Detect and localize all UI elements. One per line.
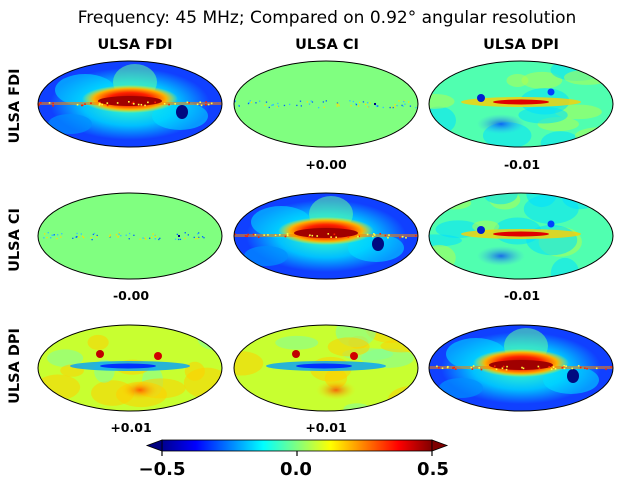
map-cell-r1c0 [37,192,223,280]
map-outline [428,324,614,412]
map-cell-r0c1 [233,60,419,148]
column-title-ci: ULSA CI [295,37,359,53]
map-outline [37,192,223,280]
colorbar-extend-high [431,439,449,452]
map-outline [233,192,419,280]
map-cell-r2c0 [37,324,223,412]
diff-label-r2c0: +0.01 [110,420,152,435]
colorbar [145,439,449,456]
map-cell-r0c0 [37,60,223,148]
colorbar-gradient [161,439,433,452]
map-cell-r1c1 [233,192,419,280]
map-cell-r2c1 [233,324,419,412]
map-outline [428,60,614,148]
colorbar-tick-low: −0.5 [138,459,186,480]
diff-label-r0c1: +0.00 [305,157,347,172]
map-cell-r2c2 [428,324,614,412]
diff-label-r1c2: -0.01 [503,288,541,303]
diff-label-r1c0: -0.00 [112,288,150,303]
colorbar-extend-low [145,439,163,452]
colorbar-tick-mid: 0.0 [280,459,312,480]
map-outline [37,324,223,412]
map-outline [233,324,419,412]
colorbar-tick-high: 0.5 [417,459,449,480]
diff-label-r0c2: -0.01 [503,157,541,172]
map-outline [233,60,419,148]
map-outline [37,60,223,148]
map-outline [428,192,614,280]
map-cell-r0c2 [428,60,614,148]
figure-title: Frequency: 45 MHz; Compared on 0.92° ang… [77,8,577,28]
column-title-dpi: ULSA DPI [483,37,559,53]
diff-label-r2c1: +0.01 [305,420,347,435]
column-title-fdi: ULSA FDI [97,37,173,53]
map-cell-r1c2 [428,192,614,280]
